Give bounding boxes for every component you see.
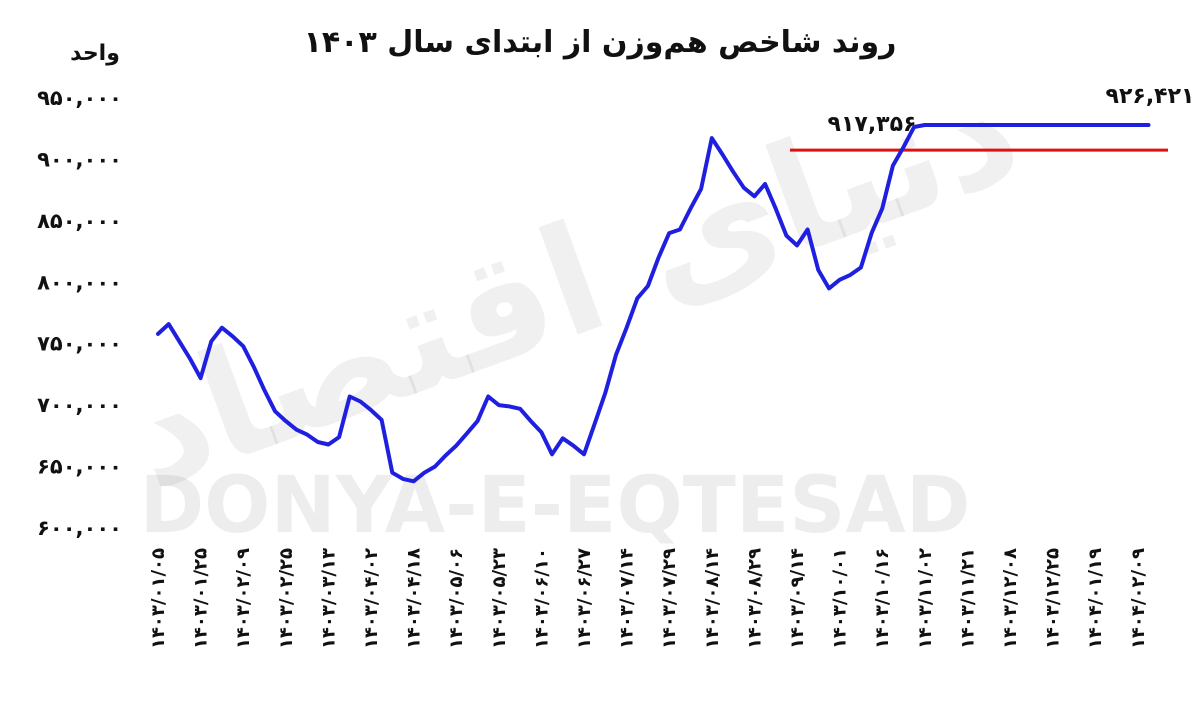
x-tick-label: ۱۴۰۴/۰۲/۰۹: [1128, 548, 1149, 649]
x-tick-label: ۱۴۰۳/۱۱/۲۱: [957, 548, 978, 649]
x-tick-label: ۱۴۰۳/۰۵/۰۶: [446, 548, 467, 649]
y-tick-label: ۷۵۰,۰۰۰: [37, 332, 122, 356]
x-tick-label: ۱۴۰۳/۰۹/۱۴: [787, 548, 808, 649]
x-tick-label: ۱۴۰۳/۰۸/۲۹: [744, 548, 765, 649]
x-tick-label: ۱۴۰۳/۰۱/۰۵: [148, 548, 169, 649]
x-tick-label: ۱۴۰۳/۰۴/۱۸: [404, 548, 425, 649]
y-tick-label: ۸۰۰,۰۰۰: [37, 270, 122, 294]
last-value-annotation: ۹۲۶,۴۲۱: [1106, 84, 1195, 109]
x-tick-label: ۱۴۰۳/۰۴/۰۲: [361, 548, 382, 649]
watermark-latin: DONYA-E-EQTESAD: [139, 461, 970, 551]
y-tick-label: ۷۰۰,۰۰۰: [37, 393, 122, 417]
x-tick-label: ۱۴۰۳/۱۰/۰۱: [830, 548, 851, 649]
x-tick-label: ۱۴۰۳/۰۷/۲۹: [659, 548, 680, 649]
series-line: [156, 123, 1151, 484]
y-tick-label: ۹۰۰,۰۰۰: [37, 147, 122, 171]
y-axis-unit-label: واحد: [70, 41, 120, 66]
x-tick-label: ۱۴۰۳/۱۰/۱۶: [872, 548, 893, 649]
y-tick-label: ۶۵۰,۰۰۰: [37, 455, 122, 479]
chart-title: روند شاخص هم‌وزن از ابتدای سال ۱۴۰۳: [304, 25, 897, 60]
x-tick-label: ۱۴۰۳/۰۳/۱۳: [318, 548, 339, 649]
x-tick-label: ۱۴۰۳/۰۲/۰۹: [233, 548, 254, 649]
x-tick-label: ۱۴۰۳/۱۱/۰۲: [915, 548, 936, 649]
x-axis-ticks: ۱۴۰۳/۰۱/۰۵ ۱۴۰۳/۰۱/۲۵ ۱۴۰۳/۰۲/۰۹ ۱۴۰۳/۰۲/۲۵…: [148, 548, 1149, 649]
x-tick-label: ۱۴۰۳/۰۸/۱۴: [702, 548, 723, 649]
x-tick-label: ۱۴۰۳/۰۶/۲۷: [574, 548, 595, 649]
x-tick-label: ۱۴۰۴/۰۱/۱۹: [1085, 548, 1106, 649]
y-axis-ticks: ۹۵۰,۰۰۰ ۹۰۰,۰۰۰ ۸۵۰,۰۰۰ ۸۰۰,۰۰۰ ۷۵۰,۰۰۰ ۷۰۰,۰…: [37, 86, 122, 540]
peak-annotation: ۹۱۷,۳۵۶: [828, 112, 917, 137]
x-tick-label: ۱۴۰۳/۱۲/۰۸: [1000, 548, 1021, 649]
x-tick-label: ۱۴۰۳/۰۲/۲۵: [276, 548, 297, 649]
x-tick-label: ۱۴۰۳/۰۷/۱۴: [617, 548, 638, 649]
x-tick-label: ۱۴۰۳/۱۲/۲۵: [1043, 548, 1064, 649]
y-tick-label: ۸۵۰,۰۰۰: [37, 209, 122, 233]
x-tick-label: ۱۴۰۳/۰۶/۱۰: [531, 548, 552, 649]
y-tick-label: ۶۰۰,۰۰۰: [37, 516, 122, 540]
x-tick-label: ۱۴۰۳/۰۵/۲۳: [489, 548, 510, 649]
y-tick-label: ۹۵۰,۰۰۰: [37, 86, 122, 110]
x-tick-label: ۱۴۰۳/۰۱/۲۵: [191, 548, 212, 649]
